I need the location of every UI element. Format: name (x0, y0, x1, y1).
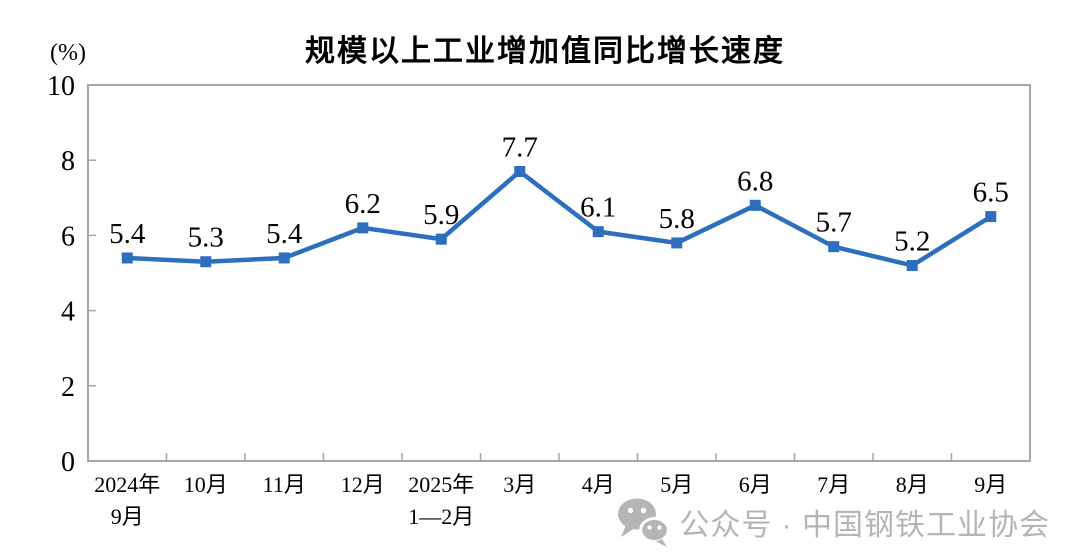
data-point-label: 5.3 (188, 222, 224, 254)
data-point-label: 7.7 (502, 131, 538, 163)
y-axis-tick-label: 10 (47, 71, 75, 102)
y-axis-unit-label: (%) (50, 40, 86, 66)
data-point-marker (278, 252, 290, 264)
data-point-label: 5.8 (659, 203, 695, 235)
data-point-label: 5.9 (423, 199, 459, 231)
data-point-marker (592, 226, 604, 238)
data-point-marker (200, 256, 212, 268)
data-point-label: 6.5 (973, 177, 1009, 209)
data-point-label: 5.2 (894, 225, 930, 257)
data-point-marker (906, 259, 918, 271)
data-point-marker (749, 199, 761, 211)
data-series-line (127, 169, 992, 268)
x-axis-tick-label: 2024年 9月 (94, 472, 160, 529)
y-axis-tick-label: 6 (61, 221, 75, 252)
x-axis-tick-label: 3月 (503, 472, 536, 497)
data-point-marker (121, 252, 133, 264)
data-point-label: 5.7 (816, 207, 852, 239)
data-point-label: 6.8 (737, 165, 773, 197)
plot-border (87, 84, 1031, 462)
x-axis-tick-label: 7月 (817, 472, 850, 497)
x-axis-tick-label: 12月 (341, 472, 385, 497)
x-axis-tick-label: 11月 (263, 472, 306, 497)
y-axis-tick-label: 8 (61, 146, 75, 177)
data-point-marker (357, 222, 369, 234)
data-point-label: 6.2 (345, 188, 381, 220)
x-axis-tick-label: 5月 (660, 472, 693, 497)
data-point-marker (435, 233, 447, 245)
x-axis-tick-label: 9月 (974, 472, 1007, 497)
watermark: 公众号 · 中国钢铁工业协会 (617, 496, 1050, 548)
data-point-marker (514, 165, 526, 177)
y-axis-tick-label: 0 (61, 447, 75, 478)
data-point-label: 5.4 (266, 218, 303, 250)
x-axis-tick-label: 2025年 1—2月 (408, 472, 474, 529)
chart-title: 规模以上工业增加值同比增长速度 (305, 35, 785, 68)
data-point-marker (985, 211, 997, 223)
x-axis-tick-label: 6月 (739, 472, 772, 497)
y-axis-tick-label: 2 (61, 372, 75, 403)
y-axis-tick-label: 4 (61, 297, 75, 328)
x-axis-tick-label: 4月 (582, 472, 615, 497)
wechat-icon (618, 498, 670, 547)
data-point-label: 5.4 (109, 218, 146, 250)
data-point-marker (828, 241, 840, 253)
watermark-text: 公众号 · 中国钢铁工业协会 (679, 509, 1050, 542)
x-axis-tick-label: 8月 (896, 472, 929, 497)
data-point-marker (671, 237, 683, 249)
data-point-label: 6.1 (580, 192, 616, 224)
x-axis-tick-label: 10月 (184, 472, 228, 497)
